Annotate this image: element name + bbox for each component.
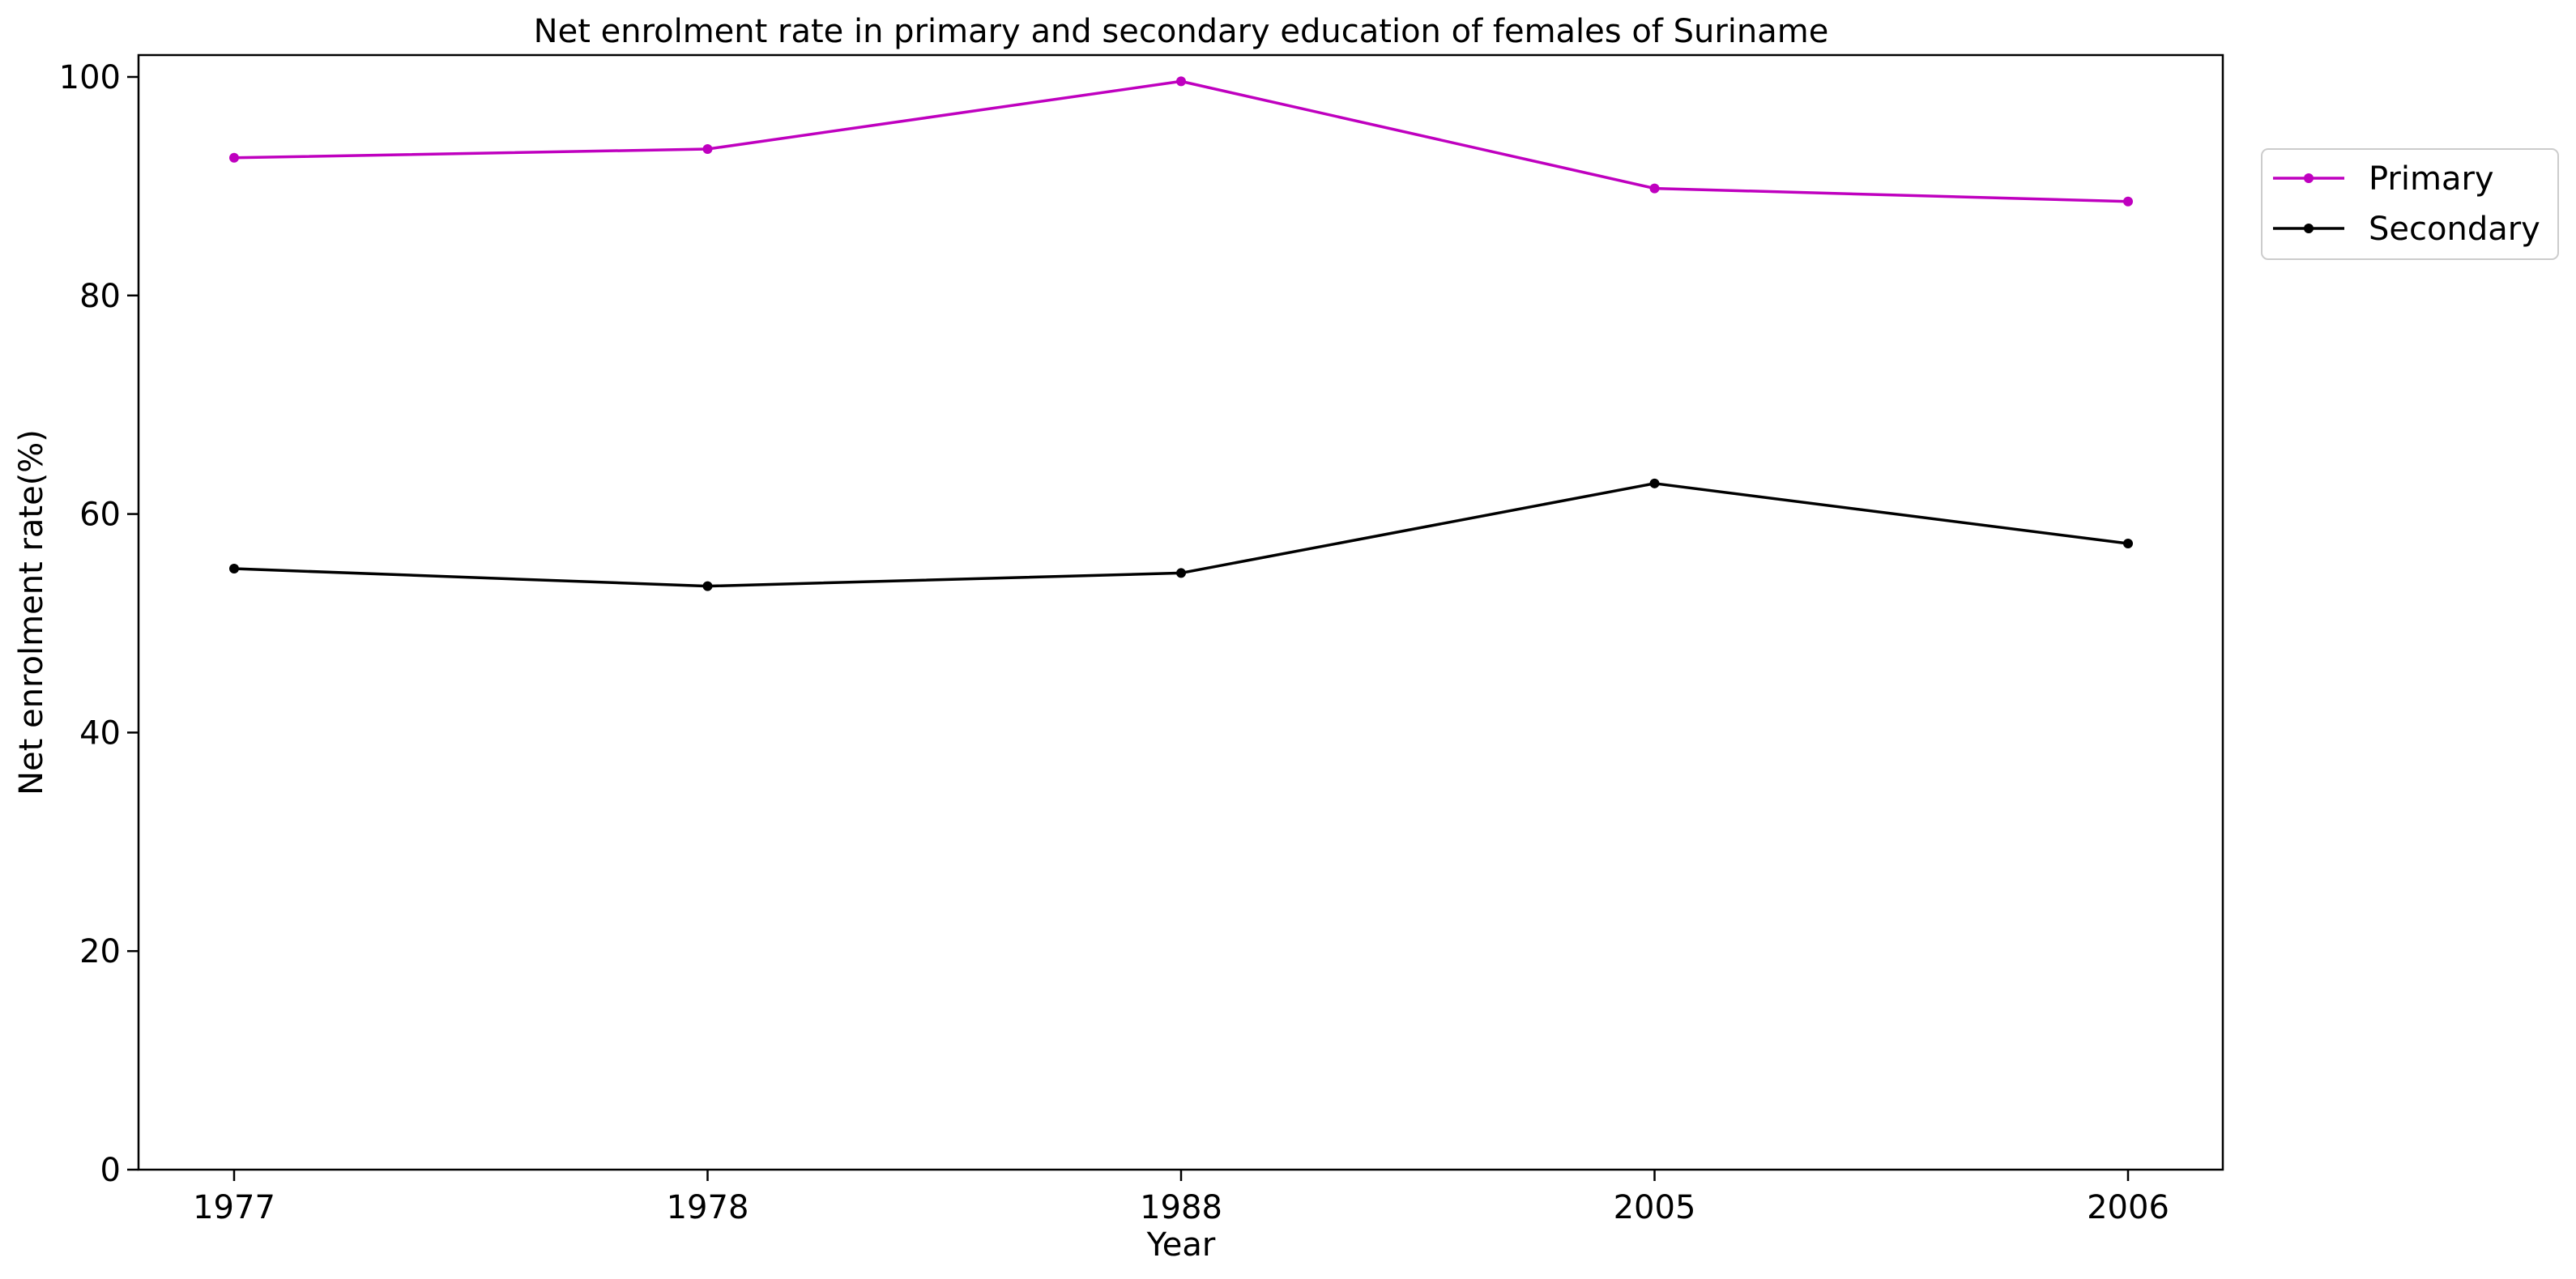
data-point-primary	[229, 152, 239, 163]
data-point-primary	[2123, 196, 2133, 207]
series-layer	[229, 76, 2133, 591]
y-axis: 0 20 40 60 80 100	[59, 59, 139, 1189]
legend-box	[2261, 148, 2559, 260]
y-tick-label: 100	[59, 59, 121, 96]
data-point-secondary	[1176, 568, 1186, 578]
data-point-secondary	[1649, 478, 1660, 488]
legend-label-secondary: Secondary	[2369, 211, 2540, 248]
data-point-primary	[702, 144, 713, 155]
legend-label-primary: Primary	[2369, 160, 2494, 198]
x-axis: 1977 1978 1988 2005 2006	[193, 1170, 2169, 1226]
legend-marker-secondary	[2304, 224, 2314, 233]
x-tick-label: 1977	[193, 1189, 275, 1226]
plot-area	[137, 53, 2224, 1171]
y-axis-label: Net enrolment rate(%)	[13, 429, 50, 795]
y-tick-label: 60	[79, 497, 121, 534]
data-point-primary	[1176, 76, 1186, 87]
x-tick-label: 2006	[2087, 1189, 2169, 1226]
x-tick-label: 2005	[1614, 1189, 1696, 1226]
data-point-secondary	[702, 581, 713, 591]
data-point-secondary	[2123, 539, 2133, 549]
data-point-secondary	[229, 564, 239, 574]
x-tick-label: 1988	[1140, 1189, 1222, 1226]
legend: Primary Secondary	[2261, 148, 2559, 260]
data-point-primary	[1649, 183, 1660, 194]
y-tick-label: 40	[79, 714, 121, 752]
series-line-primary	[233, 79, 2129, 203]
x-axis-label: Year	[1146, 1226, 1216, 1264]
y-tick-label: 0	[100, 1152, 121, 1189]
legend-marker-primary	[2304, 173, 2314, 183]
x-tick-label: 1978	[667, 1189, 749, 1226]
y-tick-label: 80	[79, 278, 121, 315]
y-tick-label: 20	[79, 933, 121, 970]
chart-title: Net enrolment rate in primary and second…	[534, 13, 1829, 50]
